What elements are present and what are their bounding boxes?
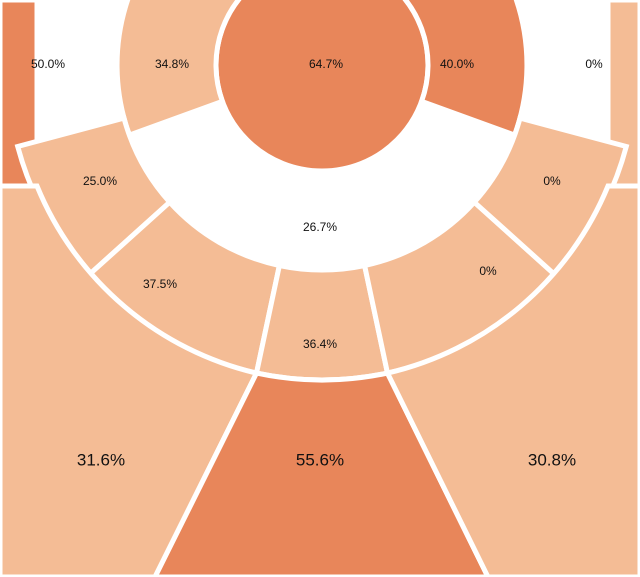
zone-label-three-right-wing: 30.8% xyxy=(528,450,576,469)
zone-label-midrange-left-baseline: 25.0% xyxy=(83,174,117,188)
zone-label-paint-left: 34.8% xyxy=(155,57,189,71)
zone-label-three-top-key: 55.6% xyxy=(296,450,344,469)
zone-label-midrange-right-wing: 0% xyxy=(479,264,497,278)
zone-label-paint-right: 40.0% xyxy=(440,57,474,71)
zone-label-paint-bottom: 26.7% xyxy=(303,220,337,234)
zone-label-restricted-area: 64.7% xyxy=(309,57,343,71)
zone-label-midrange-right-baseline: 0% xyxy=(543,174,561,188)
zone-label-midrange-left-wing: 37.5% xyxy=(143,277,177,291)
labels-layer: 64.7% 34.8% 26.7% 40.0% 50.0% 0% 25.0% 37.5% 36.… xyxy=(31,57,603,469)
zone-label-three-left-wing: 31.6% xyxy=(77,450,125,469)
zone-paint-left xyxy=(114,0,242,139)
zone-label-corner-right: 0% xyxy=(585,57,603,71)
zone-corner-right xyxy=(605,0,640,189)
zone-three-left-wing xyxy=(0,183,261,577)
zone-label-corner-left: 50.0% xyxy=(31,57,65,71)
zone-three-right-wing xyxy=(383,183,640,577)
zone-label-midrange-center: 36.4% xyxy=(303,337,337,351)
